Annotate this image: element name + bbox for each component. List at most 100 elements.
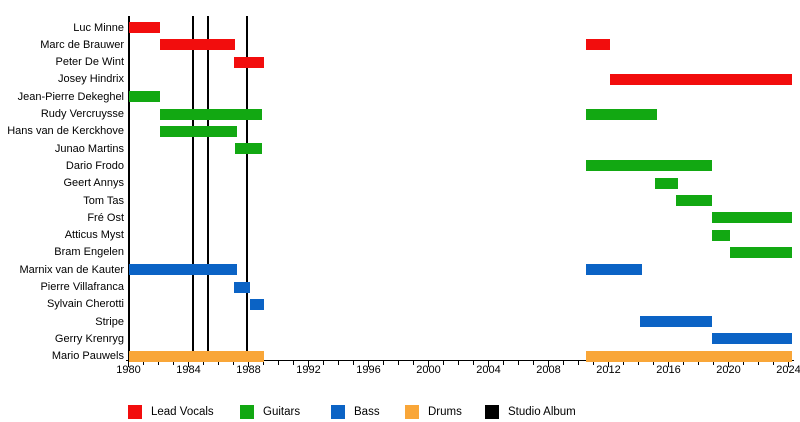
member-name-label: Marc de Brauwer [40, 38, 124, 51]
member-name-label: Pierre Villafranca [40, 281, 124, 293]
x-axis-minor-tick [517, 361, 520, 365]
tenure-bar [655, 177, 678, 189]
member-name-label: Bram Engelen [54, 246, 124, 259]
x-axis-minor-tick [532, 361, 535, 365]
x-axis-tick-label: 2020 [716, 363, 741, 376]
member-name-label: Peter De Wint [55, 56, 124, 69]
studio-album-line [206, 16, 210, 360]
tenure-bar [250, 298, 264, 310]
member-name-label: Tom Tas [83, 194, 124, 207]
legend-label: Guitars [263, 406, 301, 418]
x-axis-major-tick [127, 361, 130, 368]
x-axis-minor-tick [337, 361, 340, 365]
legend-swatch-guitars [240, 405, 254, 419]
legend-swatch-bass [331, 405, 345, 419]
legend-item: Bass [331, 403, 380, 421]
x-axis-minor-tick [277, 361, 280, 365]
tenure-bar [586, 160, 712, 172]
member-name-label: Luc Minne [73, 21, 124, 34]
x-axis-major-tick [787, 361, 790, 368]
tenure-bar [586, 108, 657, 120]
studio-album-line [191, 16, 195, 360]
x-axis-tick-label: 2012 [596, 363, 621, 376]
legend-swatch-studio-album [485, 405, 499, 419]
legend-item: Drums [405, 403, 462, 421]
x-axis-tick-label: 1988 [236, 363, 261, 376]
x-axis-minor-tick [712, 361, 715, 365]
x-axis-major-tick [607, 361, 610, 368]
legend-label: Studio Album [508, 406, 576, 418]
member-name-label: Stripe [95, 315, 124, 328]
x-axis-minor-tick [172, 361, 175, 365]
x-axis-minor-tick [652, 361, 655, 365]
legend-swatch-drums [405, 405, 419, 419]
x-axis-tick-label: 2008 [536, 363, 561, 376]
x-axis-tick-label: 2000 [416, 363, 441, 376]
x-axis-minor-tick [397, 361, 400, 365]
member-name-label: Junao Martins [54, 142, 124, 155]
tenure-bar [586, 39, 610, 51]
member-name-label: Geert Annys [63, 177, 124, 190]
tenure-bar [233, 56, 264, 68]
member-name-label: Marnix van de Kauter [19, 263, 124, 276]
x-axis-major-tick [367, 361, 370, 368]
legend-label: Lead Vocals [151, 406, 214, 418]
x-axis-minor-tick [637, 361, 640, 365]
legend-label: Bass [354, 406, 380, 418]
x-axis-minor-tick [757, 361, 760, 365]
studio-album-line [245, 16, 249, 360]
x-axis-minor-tick [472, 361, 475, 365]
tenure-bar [676, 195, 712, 206]
x-axis-major-tick [427, 361, 430, 368]
x-axis-minor-tick [442, 361, 445, 365]
legend-label: Drums [428, 406, 462, 418]
x-axis-minor-tick [562, 361, 565, 365]
plot-area: 1980 1984 1988 1992 1996 2000 2004 2008 2012 2016… [7, 16, 800, 376]
x-axis-minor-tick [262, 361, 265, 365]
x-axis-minor-tick [202, 361, 205, 365]
tenure-bar [160, 39, 235, 51]
x-axis-minor-tick [232, 361, 235, 365]
tenure-bar [730, 246, 792, 258]
tenure-bar [586, 350, 792, 362]
x-axis-minor-tick [682, 361, 685, 365]
x-axis-tick-label: 1980 [116, 363, 141, 376]
member-name-label: Atticus Myst [64, 229, 124, 242]
member-name-label: Mario Pauwels [51, 350, 124, 363]
x-axis-major-tick [547, 361, 550, 368]
x-axis-tick-label: 2004 [476, 363, 501, 376]
x-axis-tick-label: 1996 [356, 363, 381, 376]
tenure-bar [128, 264, 237, 276]
x-axis-tick-label: 1984 [176, 363, 201, 376]
tenure-bar [712, 333, 792, 345]
legend-item: Guitars [240, 403, 300, 421]
tenure-bar [160, 125, 237, 137]
y-axis-line [127, 16, 130, 361]
x-axis-minor-tick [352, 361, 355, 365]
x-axis-minor-tick [457, 361, 460, 365]
member-name-label: Sylvain Cherotti [46, 298, 124, 311]
member-name-label: Jean-Pierre Dekeghel [17, 90, 124, 103]
tenure-bar [712, 229, 730, 241]
tenure-bar [586, 264, 642, 276]
legend: Lead Vocals Guitars Bass Drums Studio Album [0, 400, 800, 422]
x-axis-minor-tick [142, 361, 145, 365]
legend-item: Lead Vocals [128, 403, 214, 421]
tenure-bar [233, 281, 250, 293]
tenure-bar [712, 212, 792, 224]
x-axis-major-tick [187, 361, 190, 368]
x-axis-minor-tick [577, 361, 580, 365]
tenure-bar [128, 22, 160, 33]
x-axis-major-tick [307, 361, 310, 368]
member-name-label: Gerry Krenryg [54, 332, 124, 345]
x-axis-tick-label: 2016 [656, 363, 681, 376]
x-axis-major-tick [247, 361, 250, 368]
legend-item: Studio Album [485, 403, 576, 421]
x-axis-major-tick [667, 361, 670, 368]
x-axis-minor-tick [412, 361, 415, 365]
x-axis-minor-tick [697, 361, 700, 365]
x-axis-minor-tick [502, 361, 505, 365]
x-axis-minor-tick [292, 361, 295, 365]
member-name-label: Rudy Vercruysse [40, 108, 124, 120]
